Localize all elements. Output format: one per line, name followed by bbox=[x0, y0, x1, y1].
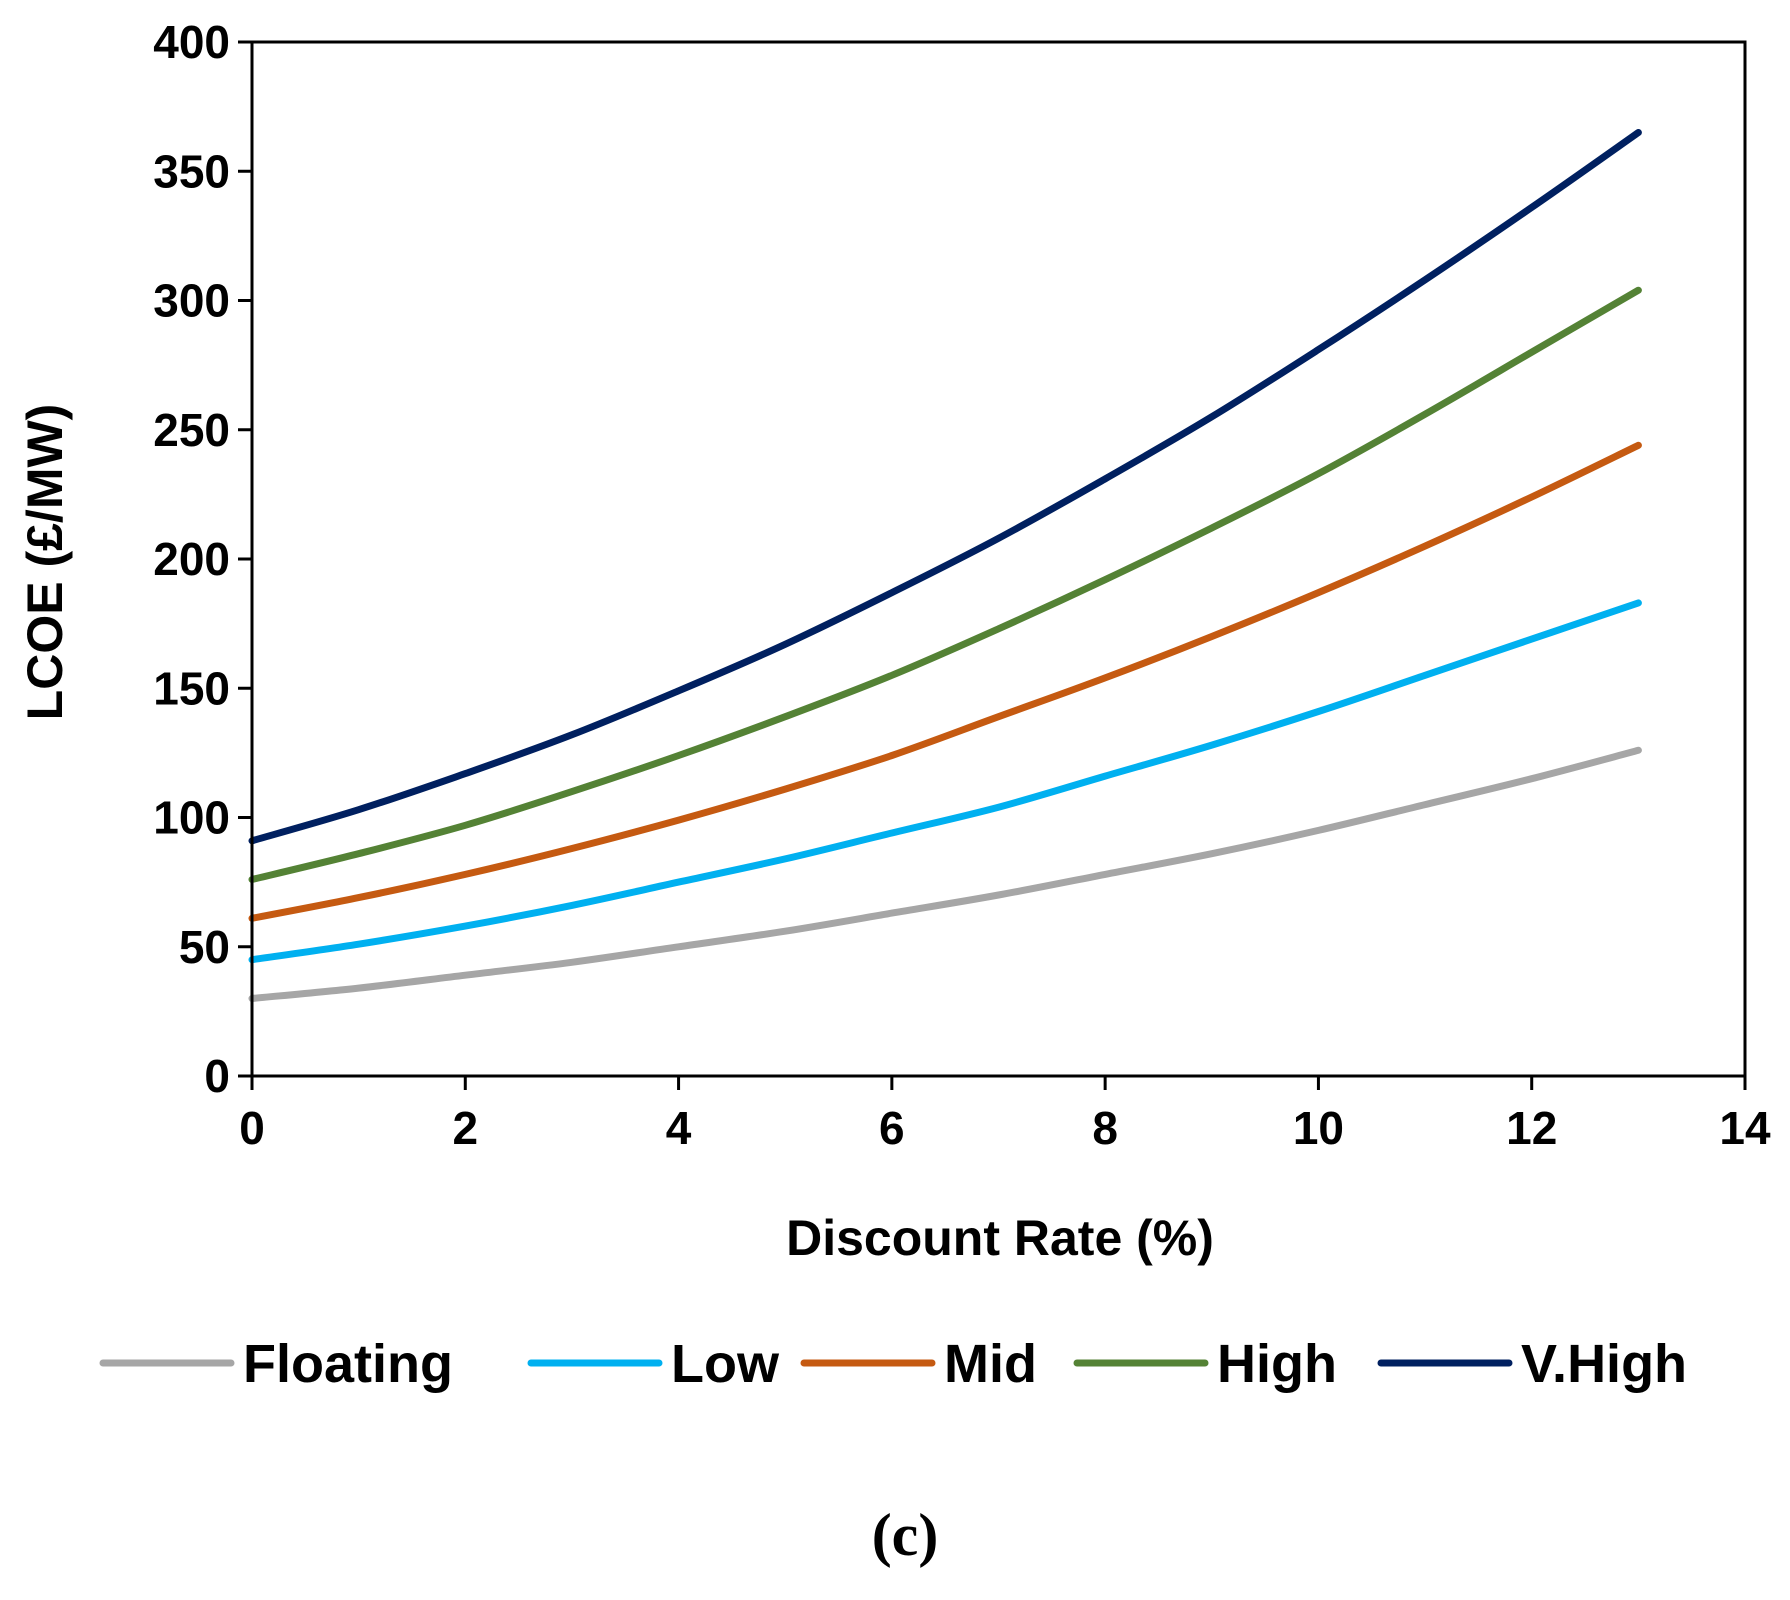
y-tick-label: 50 bbox=[179, 921, 230, 973]
axis-ticks bbox=[238, 40, 1747, 1090]
series-lines bbox=[248, 129, 1642, 1002]
y-tick-label: 350 bbox=[153, 145, 230, 197]
series-line-vhigh bbox=[248, 129, 1642, 845]
x-tick-label: 8 bbox=[1092, 1102, 1118, 1154]
series-line-low bbox=[248, 599, 1642, 964]
x-tick-label: 2 bbox=[452, 1102, 478, 1154]
series-line-high bbox=[248, 286, 1642, 883]
y-tick-label: 400 bbox=[153, 16, 230, 68]
legend-label: High bbox=[1217, 1334, 1337, 1394]
y-tick-label: 200 bbox=[153, 533, 230, 585]
y-tick-labels: 0 50 100 150 200 250 300 350 400 bbox=[153, 16, 230, 1102]
x-tick-label: 14 bbox=[1719, 1102, 1771, 1154]
legend-label: Mid bbox=[944, 1334, 1037, 1394]
legend-label: V.High bbox=[1521, 1334, 1687, 1394]
series-line-mid bbox=[248, 441, 1642, 922]
x-tick-label: 6 bbox=[879, 1102, 905, 1154]
y-tick-label: 250 bbox=[153, 404, 230, 456]
y-tick-label: 150 bbox=[153, 662, 230, 714]
x-tick-label: 12 bbox=[1506, 1102, 1557, 1154]
x-tick-label: 4 bbox=[666, 1102, 692, 1154]
legend-label: Low bbox=[671, 1334, 780, 1394]
legend-label: Floating bbox=[243, 1334, 453, 1394]
figure-caption: (c) bbox=[872, 1502, 939, 1568]
y-tick-label: 0 bbox=[204, 1050, 230, 1102]
y-tick-label: 100 bbox=[153, 792, 230, 844]
x-tick-labels: 0 2 4 6 8 10 12 14 bbox=[239, 1102, 1771, 1154]
legend: Floating Low Mid High V.High bbox=[99, 1334, 1687, 1394]
series-line-floating bbox=[248, 746, 1642, 1002]
x-tick-label: 10 bbox=[1293, 1102, 1344, 1154]
x-tick-label: 0 bbox=[239, 1102, 265, 1154]
y-tick-label: 300 bbox=[153, 275, 230, 327]
x-axis-title: Discount Rate (%) bbox=[786, 1210, 1214, 1266]
y-axis-title: LCOE (£/MW) bbox=[17, 404, 73, 721]
